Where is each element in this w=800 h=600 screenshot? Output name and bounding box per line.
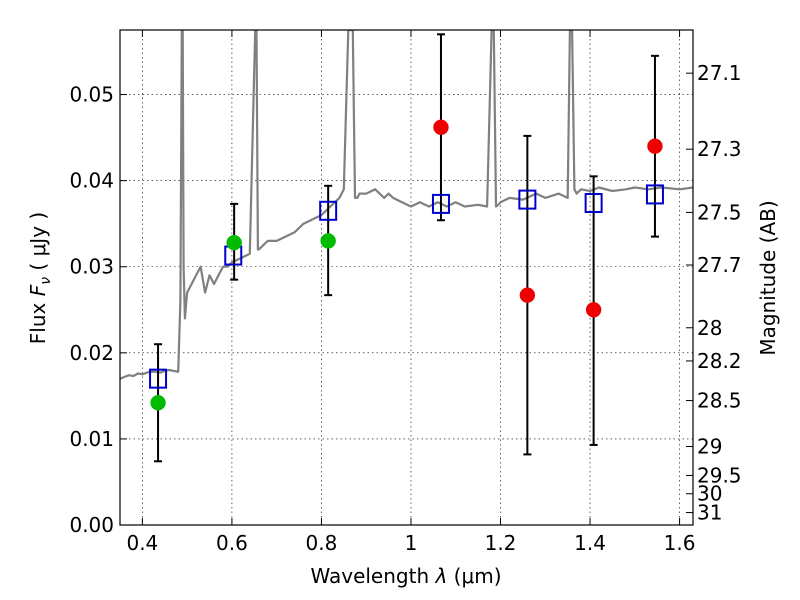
y-tick-label: 0.02 <box>69 341 114 365</box>
y2-tick-label: 27.3 <box>697 137 742 161</box>
y2-tick-label: 29 <box>697 434 722 458</box>
y2-tick-label: 27.7 <box>697 253 742 277</box>
grid <box>120 30 693 526</box>
ticks: 0.4 0.6 0.8 1 1.2 1.4 1.6 0.00 0.01 0.02 0.03 0.04 0… <box>69 30 742 555</box>
model-flux-square <box>319 200 338 221</box>
model-flux-square <box>584 193 603 214</box>
x-tick-label: 1.2 <box>485 531 517 555</box>
x-tick-label: 1.4 <box>574 531 606 555</box>
observed-point <box>150 395 166 411</box>
model-flux-square <box>518 189 537 210</box>
y-axis-label: Flux Fν ( μJy ) <box>26 212 54 344</box>
y-tick-label: 0.00 <box>69 513 114 537</box>
y-tick-label: 0.04 <box>69 169 114 193</box>
observed-point <box>226 234 242 251</box>
observed-point <box>647 138 663 154</box>
x-axis-label: Wavelength λ (μm) <box>310 564 501 588</box>
y2-tick-label: 27.1 <box>697 61 742 85</box>
observed-point <box>433 119 449 136</box>
y2-tick-label: 29.5 <box>697 463 742 487</box>
y-tick-label: 0.01 <box>69 427 114 451</box>
model-flux-square <box>431 193 450 214</box>
y2-tick-label: 30 <box>697 482 722 506</box>
model-flux-square <box>645 184 664 205</box>
y-tick-label: 0.03 <box>69 255 114 279</box>
y-tick-label: 0.05 <box>69 83 114 107</box>
x-tick-label: 0.4 <box>126 531 158 555</box>
y2-tick-label: 31 <box>697 501 722 525</box>
y2-tick-label: 28.5 <box>697 389 742 413</box>
model-flux-square <box>149 368 168 389</box>
observed-point <box>585 302 602 318</box>
observed-point <box>320 233 336 249</box>
y2-tick-label: 28 <box>697 316 722 340</box>
model-spectrum-line <box>120 30 693 380</box>
x-tick-label: 0.6 <box>216 531 248 555</box>
y2-axis-label: Magnitude (AB) <box>756 200 780 355</box>
plot-frame <box>119 29 694 526</box>
x-tick-label: 0.8 <box>306 531 338 555</box>
observed-point <box>519 287 536 303</box>
y2-tick-label: 27.5 <box>697 200 742 224</box>
x-tick-label: 1 <box>405 531 418 555</box>
x-tick-label: 1.6 <box>664 531 696 555</box>
y2-tick-label: 28.2 <box>697 349 742 373</box>
plot-area <box>120 30 693 463</box>
